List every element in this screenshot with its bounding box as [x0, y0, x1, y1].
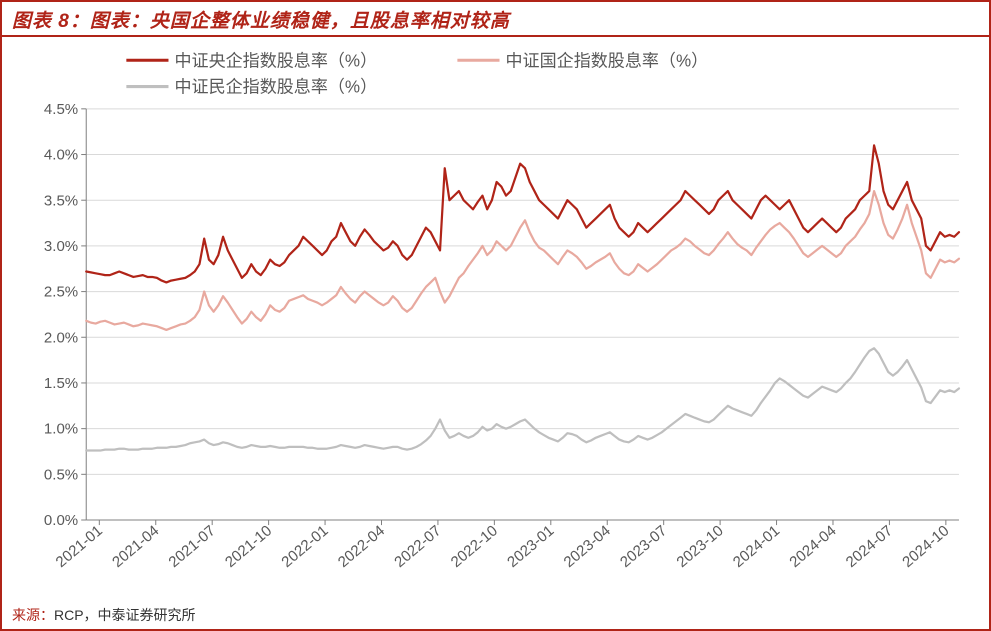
- svg-text:4.5%: 4.5%: [44, 101, 78, 118]
- svg-text:2024-10: 2024-10: [899, 522, 952, 571]
- svg-text:2021-01: 2021-01: [53, 522, 106, 571]
- svg-text:2024-07: 2024-07: [843, 522, 896, 571]
- svg-text:2021-07: 2021-07: [166, 522, 219, 571]
- source-row: 来源：RCP，中泰证券研究所: [12, 605, 196, 625]
- svg-text:2023-04: 2023-04: [561, 522, 614, 571]
- svg-text:2024-01: 2024-01: [730, 522, 783, 571]
- source-text: RCP，中泰证券研究所: [54, 607, 196, 623]
- svg-text:中证国企指数股息率（%）: 中证国企指数股息率（%）: [506, 50, 709, 70]
- chart-title: 图表 8：图表：央国企整体业绩稳健，且股息率相对较高: [2, 2, 989, 35]
- title-prefix: 图表 8：: [12, 11, 90, 32]
- svg-text:2022-04: 2022-04: [335, 522, 388, 571]
- svg-text:2022-10: 2022-10: [448, 522, 501, 571]
- svg-text:中证民企指数股息率（%）: 中证民企指数股息率（%）: [175, 77, 378, 97]
- svg-text:0.5%: 0.5%: [44, 466, 78, 483]
- svg-text:1.5%: 1.5%: [44, 375, 78, 392]
- svg-text:2023-07: 2023-07: [617, 522, 670, 571]
- figure-container: 图表 8：图表：央国企整体业绩稳健，且股息率相对较高 0.0% 0.5% 1.0% 1…: [0, 0, 991, 631]
- svg-text:3.0%: 3.0%: [44, 238, 78, 255]
- svg-text:中证央企指数股息率（%）: 中证央企指数股息率（%）: [175, 50, 378, 70]
- svg-text:0.0%: 0.0%: [44, 512, 78, 529]
- svg-text:2022-01: 2022-01: [278, 522, 331, 571]
- svg-text:2023-01: 2023-01: [504, 522, 557, 571]
- svg-text:2021-04: 2021-04: [109, 522, 162, 571]
- svg-text:4.0%: 4.0%: [44, 147, 78, 164]
- svg-text:2022-07: 2022-07: [391, 522, 444, 571]
- chart-svg: 0.0% 0.5% 1.0% 1.5% 2.0% 2.5% 3.0% 3.5% 4.0% 4.5%…: [14, 42, 977, 599]
- svg-text:2023-10: 2023-10: [674, 522, 727, 571]
- title-main: 图表：央国企整体业绩稳健，且股息率相对较高: [90, 11, 510, 32]
- svg-text:2024-04: 2024-04: [786, 522, 839, 571]
- svg-text:1.0%: 1.0%: [44, 421, 78, 438]
- svg-text:3.5%: 3.5%: [44, 192, 78, 209]
- svg-text:2021-10: 2021-10: [222, 522, 275, 571]
- svg-text:2.5%: 2.5%: [44, 284, 78, 301]
- chart-area: 0.0% 0.5% 1.0% 1.5% 2.0% 2.5% 3.0% 3.5% 4.0% 4.5%…: [14, 42, 977, 599]
- source-label: 来源：: [12, 607, 54, 623]
- title-underline: [2, 35, 989, 37]
- svg-text:2.0%: 2.0%: [44, 329, 78, 346]
